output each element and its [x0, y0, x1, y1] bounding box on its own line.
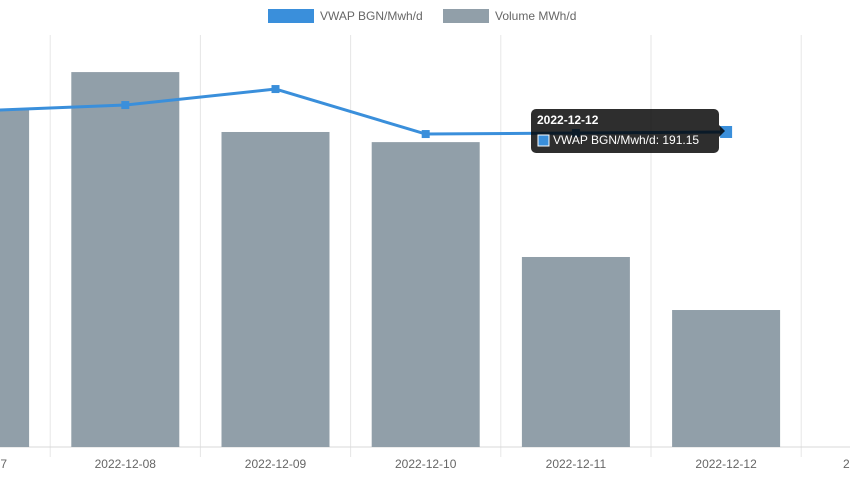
bar — [0, 109, 30, 447]
x-tick-label: 2022-12-11 — [546, 457, 607, 471]
bar — [71, 72, 180, 447]
legend-swatch — [443, 9, 489, 23]
legend-label: Volume MWh/d — [495, 9, 576, 23]
tooltip-caret — [719, 125, 725, 137]
line-point — [271, 85, 280, 94]
x-tick-label: 7 — [0, 457, 7, 471]
bar — [672, 310, 781, 447]
x-tick-label: 2022-12-08 — [95, 457, 157, 471]
line-point — [121, 101, 130, 110]
line-point — [421, 130, 430, 139]
tooltip-box — [531, 109, 719, 153]
tooltip: 2022-12-12 VWAP BGN/Mwh/d: 191.15 — [531, 109, 725, 153]
tooltip-label: VWAP BGN/Mwh/d: 191.15 — [553, 133, 699, 147]
x-tick-label: 2022-12-12 — [695, 457, 757, 471]
tooltip-title: 2022-12-12 — [537, 113, 599, 127]
bar — [221, 131, 330, 447]
bar — [371, 142, 480, 447]
x-tick-label: 2022-12-10 — [395, 457, 457, 471]
x-tick-label: 2022-12-09 — [245, 457, 307, 471]
legend-swatch — [268, 9, 314, 23]
x-tick-label: 2 — [843, 457, 850, 471]
legend-label: VWAP BGN/Mwh/d — [320, 9, 423, 23]
bar — [521, 256, 630, 447]
line-point — [720, 125, 733, 138]
tooltip-swatch — [537, 134, 550, 147]
